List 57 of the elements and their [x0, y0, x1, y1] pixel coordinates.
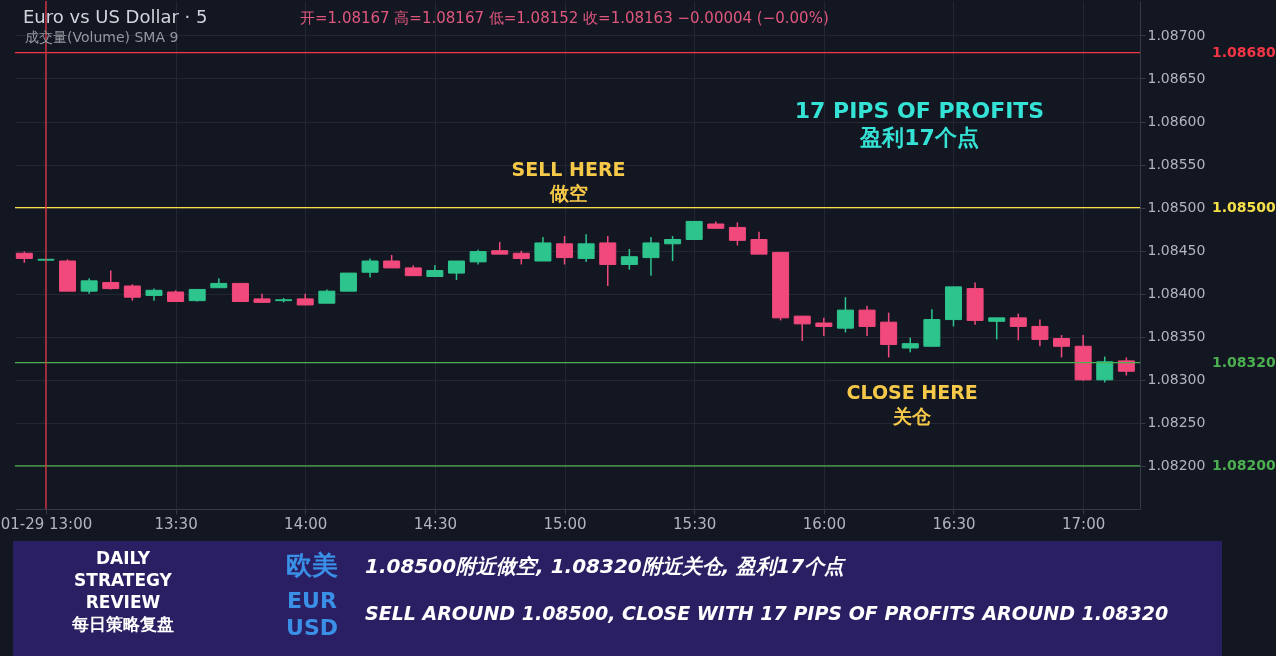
candlestick — [599, 235, 617, 287]
x-tick-label: 16:30 — [932, 514, 976, 533]
ref-line-label: 1.08500 — [1212, 198, 1277, 215]
candlestick — [1009, 312, 1027, 341]
candlestick — [815, 317, 833, 337]
x-tick-label: 16:00 — [802, 514, 846, 533]
x-tick-label: 14:30 — [413, 514, 457, 533]
x-tick-label: 13:30 — [154, 514, 198, 533]
y-tick-label: 1.08350 — [1147, 328, 1206, 345]
candlestick — [1031, 318, 1049, 348]
candlestick — [793, 315, 811, 342]
text: EUR USD — [286, 588, 338, 640]
candlestick — [988, 317, 1006, 341]
candlestick — [339, 272, 357, 292]
candlestick — [361, 257, 379, 279]
x-tick-label: 15:00 — [543, 514, 587, 533]
candlestick — [620, 248, 638, 271]
candlestick — [664, 235, 682, 262]
candlestick — [858, 305, 876, 337]
text: 1.08500附近做空, 1.08320附近关仓, 盈利17个点 — [365, 554, 847, 578]
ref-line-label: 1.08680 — [1212, 43, 1277, 60]
annotation: 开=1.08167 高=1.08167 低=1.08152 收=1.08163 −0.00004 (−0.00%) — [300, 9, 829, 27]
annotation: 17 PIPS OF PROFITS 盈利17个点 — [794, 98, 1045, 150]
candlestick — [1096, 355, 1114, 384]
x-tick-label: 17:00 — [1062, 514, 1106, 533]
text: SELL AROUND 1.08500, CLOSE WITH 17 PIPS OF PROFITS AROUND 1.08320 — [365, 602, 1169, 624]
y-tick-label: 1.08700 — [1147, 26, 1206, 43]
candlestick — [447, 260, 465, 281]
y-tick-label: 1.08600 — [1147, 113, 1206, 130]
candlestick — [577, 233, 595, 263]
candlestick — [728, 221, 746, 247]
annotation: SELL HERE 做空 — [511, 158, 626, 204]
y-tick-label: 1.08400 — [1147, 285, 1206, 302]
x-tick-label: 01-29 13:00 — [0, 514, 93, 533]
y-tick-label: 1.08300 — [1147, 371, 1206, 388]
y-tick-label: 1.08550 — [1147, 156, 1206, 173]
y-tick-label: 1.08650 — [1147, 69, 1206, 86]
candlestick — [231, 282, 249, 302]
candlestick — [534, 236, 552, 262]
y-tick-label: 1.08450 — [1147, 242, 1206, 259]
x-tick-label: 14:00 — [284, 514, 328, 533]
annotation: CLOSE HERE 关仓 — [846, 381, 978, 427]
ref-line-label: 1.08320 — [1212, 353, 1277, 370]
y-tick-label: 1.08500 — [1147, 199, 1206, 216]
candlestick — [1053, 334, 1071, 359]
candlestick — [836, 296, 854, 334]
candlestick — [880, 311, 898, 359]
x-tick-label: 15:30 — [673, 514, 717, 533]
candlestick — [750, 231, 768, 255]
text: 欧美 — [286, 550, 338, 580]
y-tick-label: 1.08200 — [1147, 457, 1206, 474]
text: DAILY STRATEGY REVIEW 每日策略复盘 — [71, 548, 174, 634]
ref-line-label: 1.08200 — [1212, 456, 1277, 473]
y-tick-label: 1.08250 — [1147, 414, 1206, 431]
candlestick — [685, 220, 703, 240]
candlestick — [642, 236, 660, 277]
candlestick — [556, 235, 574, 266]
